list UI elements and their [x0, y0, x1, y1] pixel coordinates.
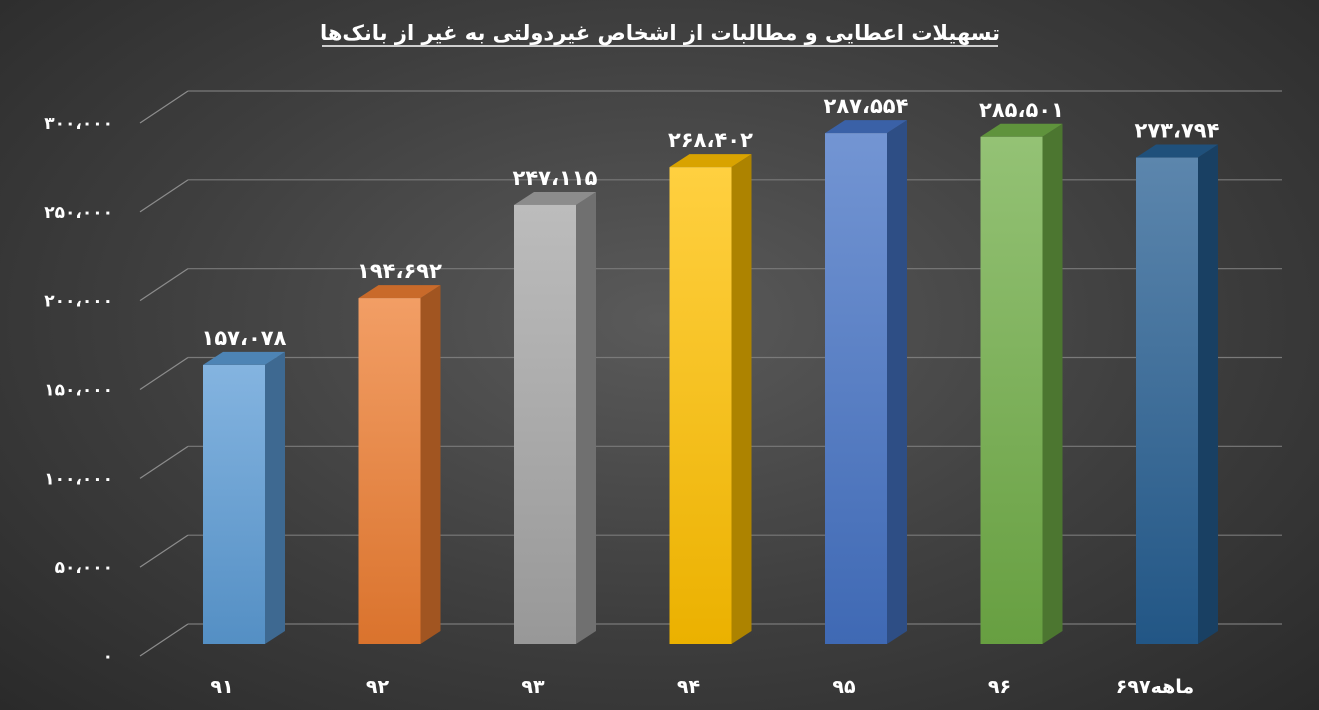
- data-label: ۱۵۷،۰۷۸: [202, 326, 287, 350]
- bar-top: [980, 123, 1063, 137]
- bar-4: [825, 120, 907, 644]
- data-label: ۱۹۴،۶۹۲: [357, 259, 442, 283]
- bar-front: [203, 364, 265, 644]
- x-tick-label: ۹۳: [521, 676, 545, 698]
- chart-title: تسهیلات اعطایی و مطالبات از اشخاص غیردول…: [320, 21, 1000, 45]
- bar-side: [420, 285, 441, 644]
- data-label: ۲۷۳،۷۹۴: [1135, 119, 1220, 143]
- bar-top: [1136, 144, 1218, 158]
- bar-0: [203, 351, 285, 644]
- bar-3: [669, 154, 752, 645]
- gridline-diagonal: [139, 534, 189, 568]
- bar-top: [825, 120, 907, 134]
- y-tick-label: ۳۰۰،۰۰۰: [44, 114, 113, 134]
- bar-side: [1198, 144, 1218, 644]
- bar-5: [980, 123, 1063, 644]
- bar-top: [358, 285, 441, 299]
- bar-2: [514, 191, 596, 644]
- x-tick-label: ۹۲: [366, 676, 390, 698]
- data-label: ۲۴۷،۱۱۵: [513, 166, 598, 190]
- bars-layer: [203, 120, 1218, 645]
- bar-top: [669, 154, 752, 168]
- bar-front: [358, 298, 421, 644]
- data-label: ۲۸۷،۵۵۴: [824, 94, 909, 118]
- y-tick-label: ۲۵۰،۰۰۰: [44, 203, 113, 223]
- data-label: ۲۶۸،۴۰۲: [668, 128, 753, 152]
- bar-top: [203, 351, 285, 365]
- gridline-diagonal: [139, 623, 189, 657]
- gridline-diagonal: [139, 268, 189, 302]
- y-tick-label: ۱۵۰،۰۰۰: [44, 381, 113, 401]
- y-tick-label: ۵۰،۰۰۰: [55, 558, 113, 578]
- text-layer: ۰ ۵۰،۰۰۰ ۱۰۰،۰۰۰ ۱۵۰،۰۰۰ ۲۰۰،۰۰۰ ۲۵۰،۰۰۰ ۳۰۰،۰…: [44, 94, 1219, 698]
- x-tick-label: ۹۵: [832, 676, 856, 698]
- y-tick-label: ۲۰۰،۰۰۰: [44, 292, 113, 312]
- gridline-diagonal: [139, 445, 189, 479]
- bar-side: [576, 191, 596, 644]
- bar-front: [1136, 157, 1198, 644]
- bar-front: [980, 136, 1043, 644]
- x-tick-label: ۹۱: [210, 676, 233, 698]
- bar-1: [358, 285, 441, 644]
- bar-6: [1136, 144, 1218, 644]
- bar-front: [825, 133, 887, 644]
- bar-side: [1042, 123, 1063, 644]
- bar-side: [265, 351, 285, 644]
- bar-front: [514, 204, 576, 644]
- x-tick-label: ۶ماهه۹۷: [1116, 676, 1194, 698]
- bar-front: [669, 167, 732, 645]
- bar-side: [731, 154, 752, 645]
- data-label: ۲۸۵،۵۰۱: [979, 98, 1064, 122]
- bar-side: [887, 120, 907, 644]
- y-tick-label: ۰: [103, 647, 113, 667]
- x-tick-label: ۹۶: [988, 676, 1011, 698]
- y-tick-label: ۱۰۰،۰۰۰: [44, 469, 113, 489]
- gridline-diagonal: [139, 179, 189, 213]
- bar-top: [514, 191, 596, 205]
- gridline-diagonal: [139, 90, 189, 124]
- x-tick-label: ۹۴: [677, 676, 700, 698]
- gridline-diagonal: [139, 357, 189, 390]
